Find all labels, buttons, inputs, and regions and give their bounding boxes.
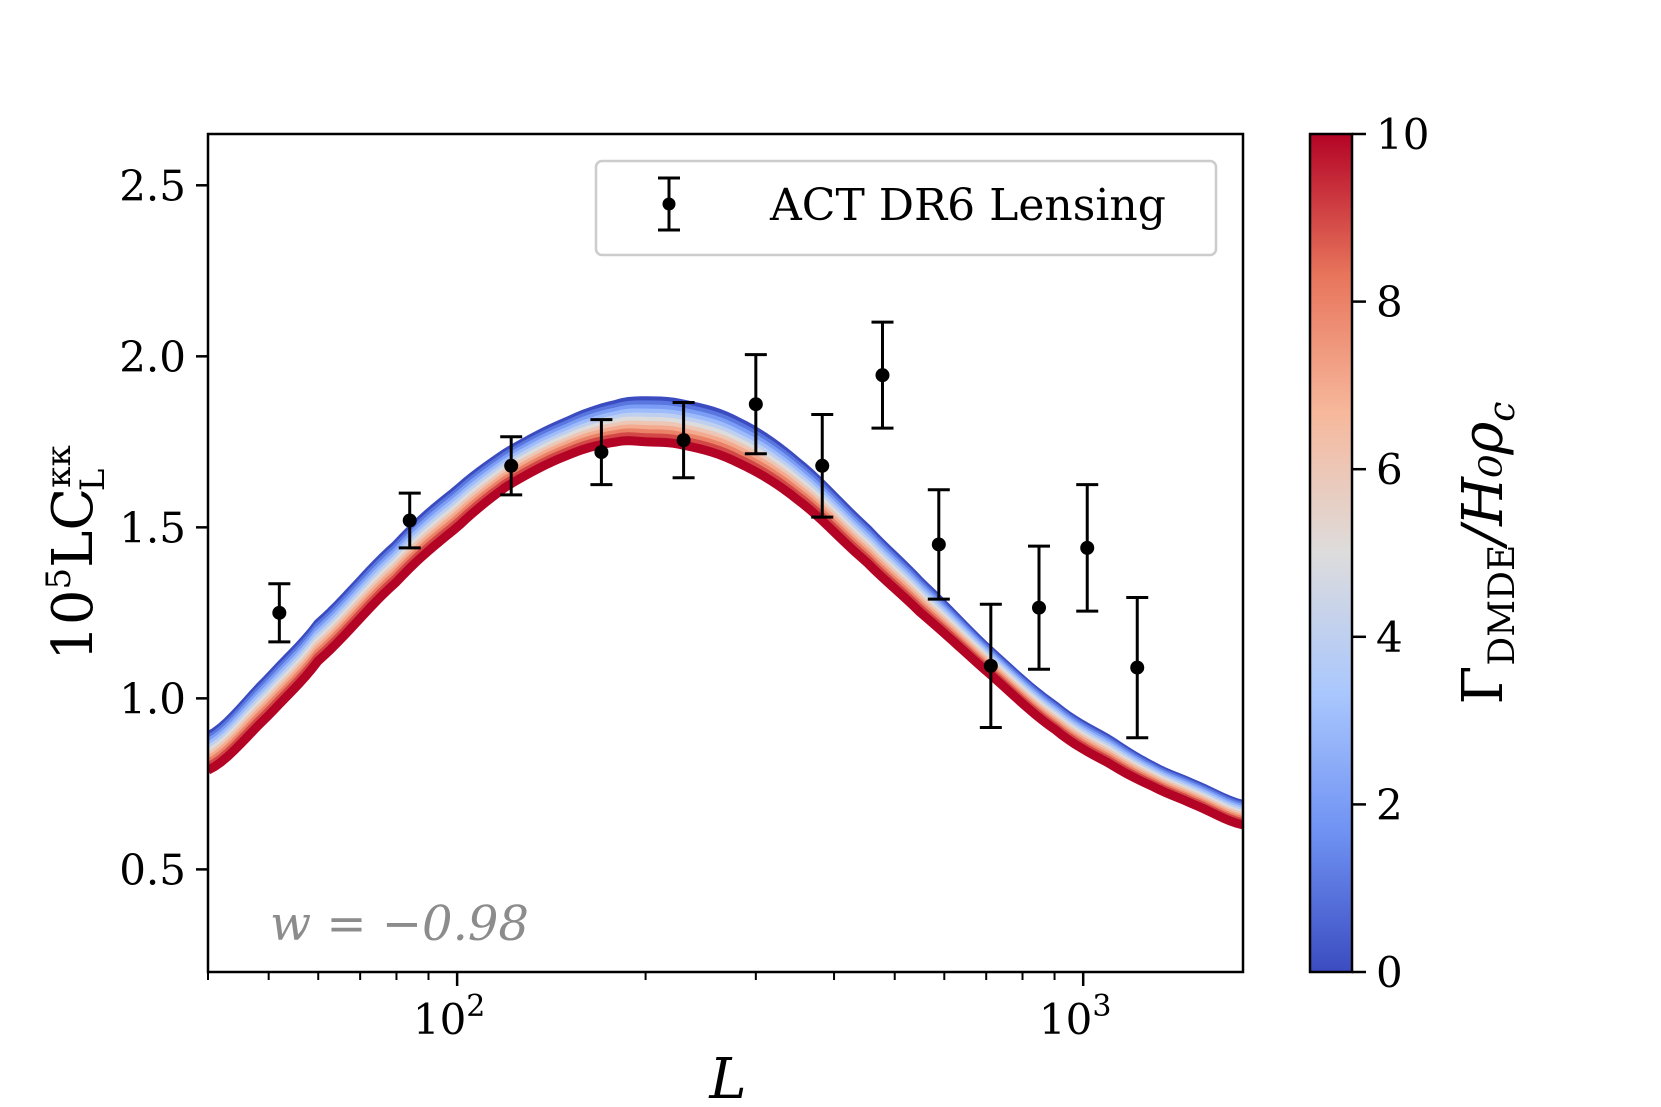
legend: ACT DR6 Lensing: [594, 159, 1218, 257]
annotation-w: w = −0.98: [270, 896, 529, 952]
svg-text:ΓDMDE/H₀ρc: ΓDMDE/H₀ρc: [1451, 402, 1523, 705]
data-point: [744, 353, 767, 456]
data-point: [871, 320, 894, 430]
colorbar-ticks: 0 2 4 6 8 10: [1352, 110, 1429, 997]
legend-marker-errorbar: [658, 176, 680, 232]
data-point: [672, 401, 695, 480]
data-marker: [1080, 540, 1095, 555]
model-curves: [208, 396, 1243, 830]
data-point: [1027, 544, 1050, 671]
x-tick-label: 103: [1039, 989, 1112, 1044]
x-axis-title: L: [708, 1047, 746, 1107]
y-tick-label: 0.5: [119, 845, 186, 894]
colorbar-title: ΓDMDE/H₀ρc: [1451, 402, 1523, 705]
colorbar-tick-label: 10: [1376, 110, 1429, 159]
x-axis: 102 103: [207, 972, 1112, 1044]
y-tick-label: 1.0: [119, 674, 186, 723]
plot-area-frame: [206, 132, 1245, 974]
y-axis: 0.5 1.0 1.5 2.0 2.5: [119, 161, 208, 894]
colorbar-tick-label: 8: [1376, 278, 1403, 327]
data-point: [811, 412, 834, 519]
data-point: [1126, 595, 1149, 740]
colorbar-tick-label: 0: [1376, 948, 1403, 997]
data-marker: [402, 513, 417, 528]
colorbar: 0 2 4 6 8 10 ΓDMDE/H₀ρc: [1308, 110, 1523, 997]
data-marker: [983, 658, 998, 673]
x-tick-label: 102: [413, 989, 486, 1044]
act-dr6-data-points: [268, 320, 1149, 740]
colorbar-tick-label: 6: [1376, 445, 1403, 494]
y-tick-label: 2.0: [119, 332, 186, 381]
colorbar-bar: [1308, 132, 1354, 974]
data-marker: [272, 605, 287, 620]
svg-text:105LCκκL: 105LCκκL: [39, 445, 113, 660]
data-marker: [1031, 600, 1046, 615]
model-curve-gamma-10: [208, 436, 1243, 830]
data-marker: [815, 458, 830, 473]
data-point: [500, 435, 523, 497]
y-tick-label: 1.5: [119, 503, 186, 552]
data-marker: [1130, 660, 1145, 675]
data-marker: [594, 445, 609, 460]
data-marker: [676, 433, 691, 448]
data-point: [927, 488, 950, 601]
data-marker: [504, 458, 519, 473]
data-marker: [748, 397, 763, 412]
data-point: [268, 582, 291, 644]
data-marker: [931, 537, 946, 552]
legend-box: [594, 159, 1218, 257]
data-point: [398, 491, 421, 550]
data-point: [590, 418, 613, 487]
colorbar-tick-label: 4: [1376, 613, 1403, 662]
data-point: [979, 602, 1002, 729]
data-marker: [875, 368, 890, 383]
legend-label: ACT DR6 Lensing: [769, 180, 1166, 231]
y-axis-title: 105LCκκL: [39, 445, 113, 660]
y-tick-label: 2.5: [119, 161, 186, 210]
data-point: [1076, 483, 1099, 613]
colorbar-tick-label: 2: [1376, 780, 1403, 829]
